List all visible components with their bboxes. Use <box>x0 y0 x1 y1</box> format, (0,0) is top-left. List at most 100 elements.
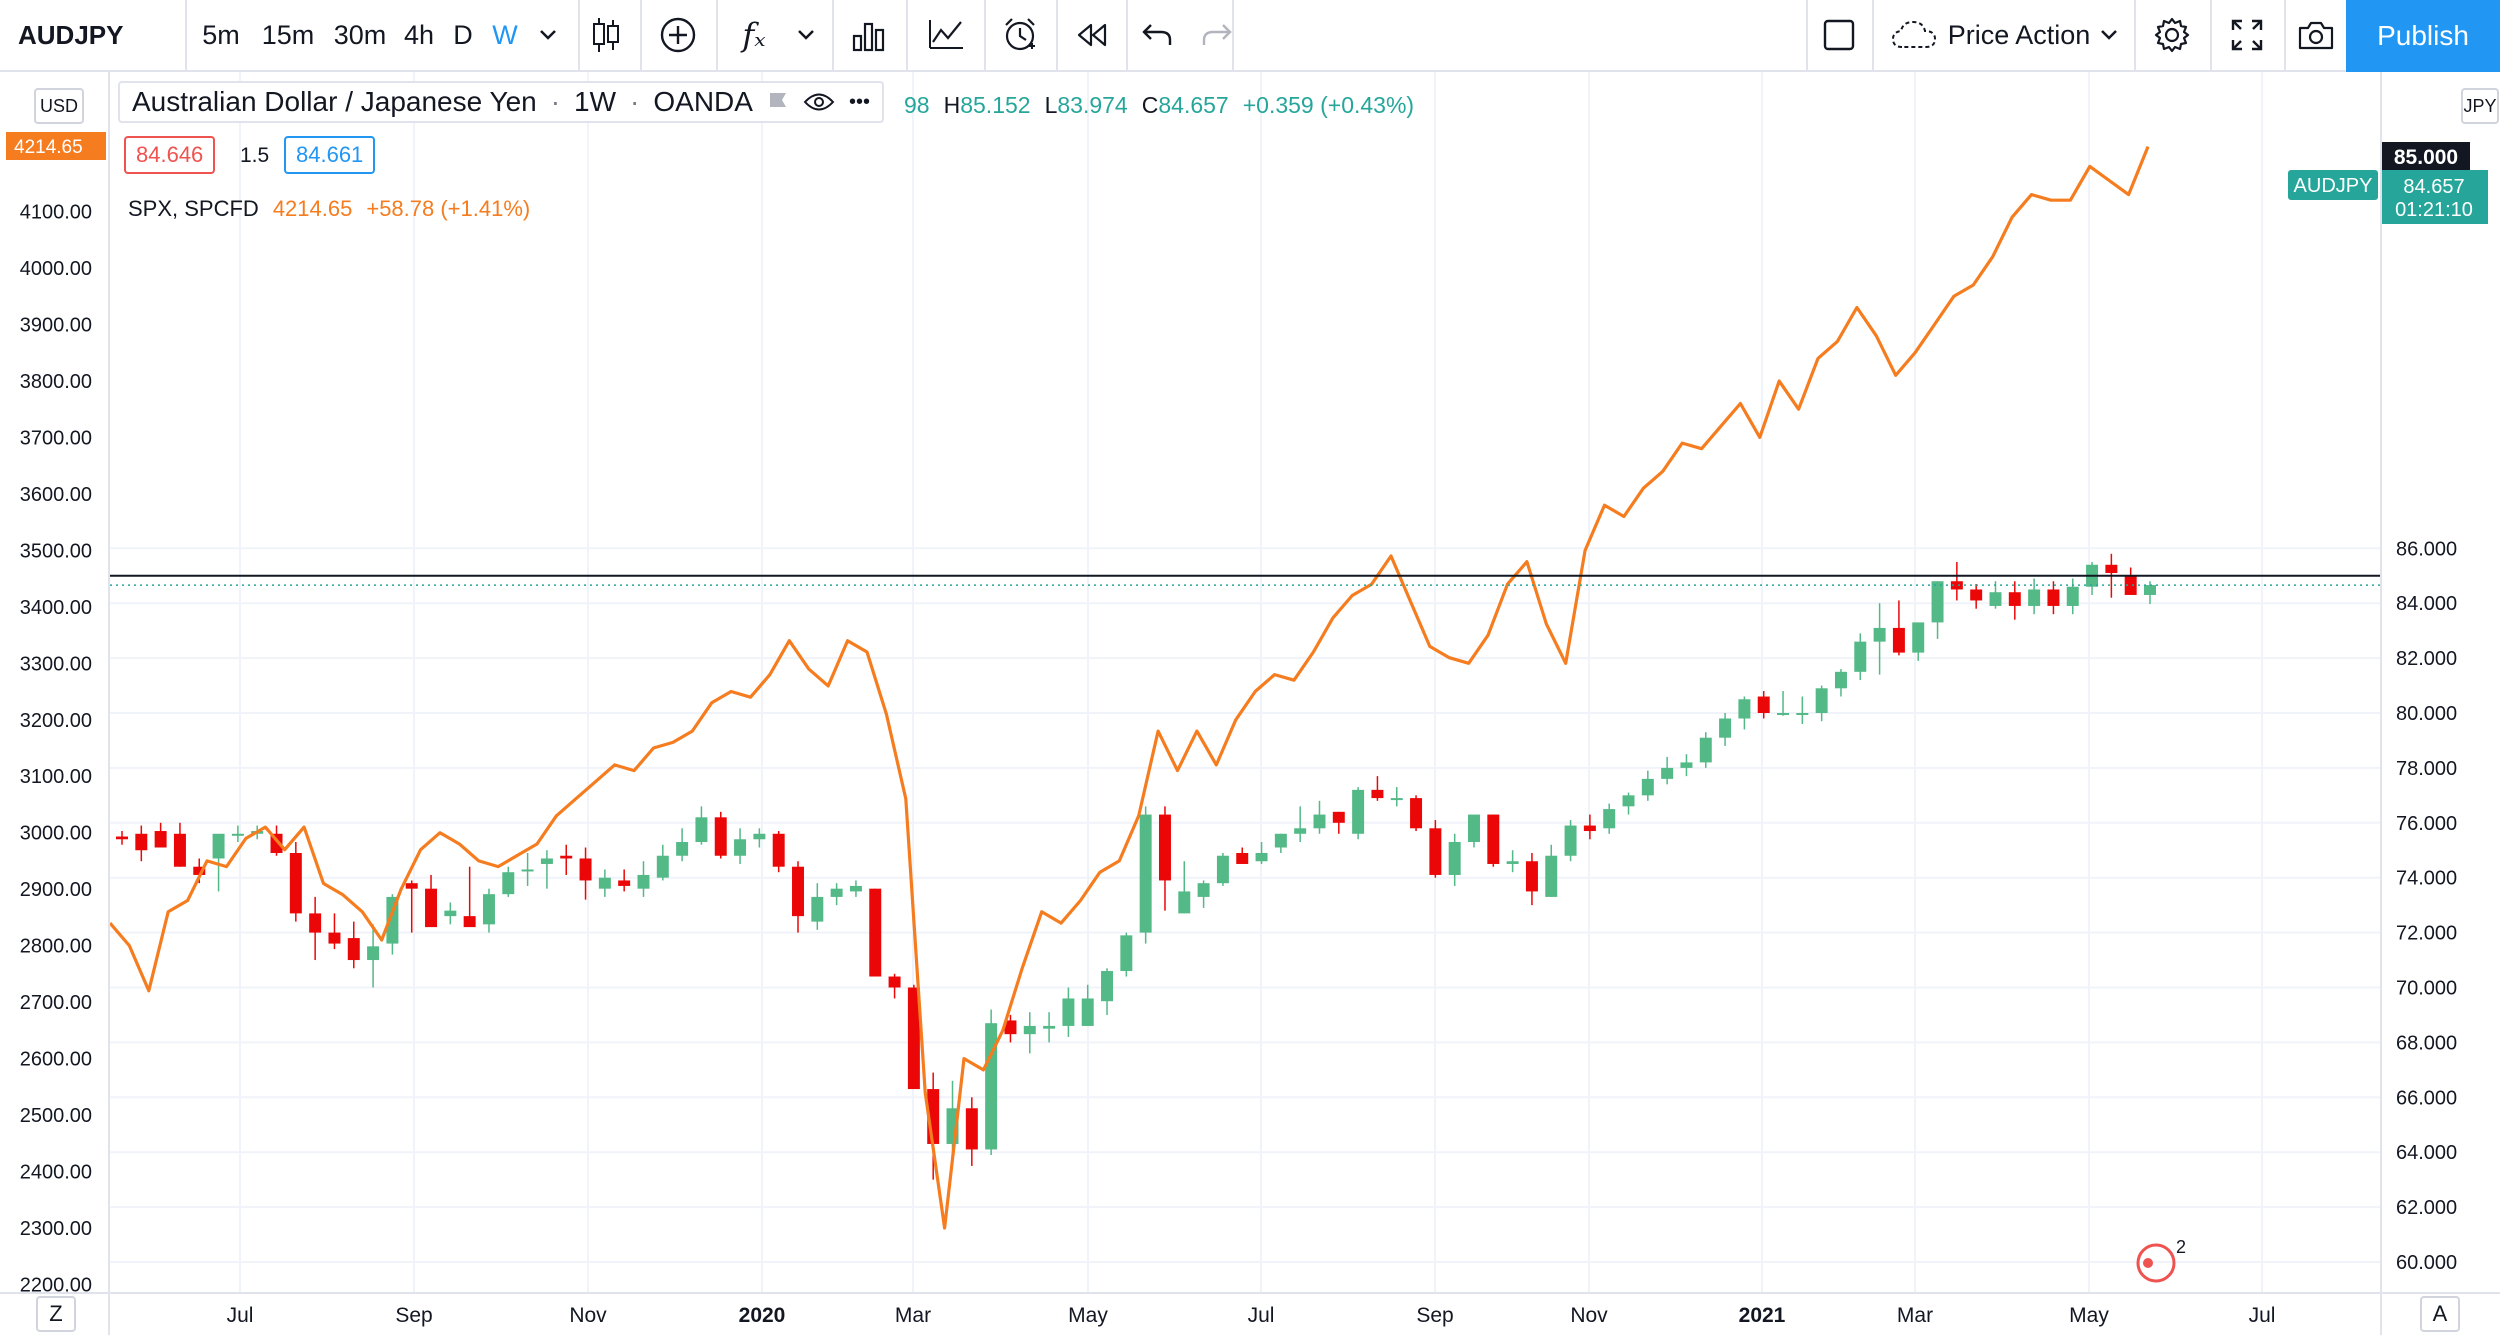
tradingview-logo-icon: 2 <box>2136 1237 2186 1283</box>
toolbar-divider <box>716 0 718 70</box>
chart-area[interactable]: 4100.00 4000.00 3900.00 3800.00 3700.00 3600.… <box>0 72 2500 1335</box>
chart-canvas[interactable]: 4100.00 4000.00 3900.00 3800.00 3700.00 3600.… <box>0 72 2500 1335</box>
candle-body <box>2144 585 2156 595</box>
interval-4h[interactable]: 4h <box>403 19 435 50</box>
interval-5m[interactable]: 5m <box>202 19 240 50</box>
candle-body <box>1332 811 1345 823</box>
toolbar-divider <box>2134 0 2136 70</box>
candle-body <box>1777 713 1790 715</box>
candle-body <box>1622 795 1635 807</box>
overlay-legend[interactable]: SPX, SPCFD 4214.65 +58.78 (+1.41%) <box>128 196 530 222</box>
overlay-name: SPX, SPCFD <box>128 196 259 221</box>
buy-price-button[interactable]: 84.661 <box>284 136 376 174</box>
right-line-price-text: 85.000 <box>2394 146 2458 169</box>
undo-icon[interactable] <box>1130 0 1184 70</box>
open-value-fragment: 98 <box>904 92 930 118</box>
layout-template-button[interactable]: Price Action <box>1882 0 2126 70</box>
left-price-tick: 2200.00 <box>20 1274 92 1296</box>
right-price-tick: 62.000 <box>2396 1197 2457 1219</box>
toolbar-divider <box>832 0 834 70</box>
left-price-tick: 3100.00 <box>20 766 92 788</box>
compare-add-symbol-icon[interactable] <box>650 0 706 70</box>
candle-body <box>1410 798 1423 829</box>
toolbar-divider <box>640 0 642 70</box>
symbol-timeframe: 1W <box>574 86 617 117</box>
candle-body <box>811 896 824 922</box>
templates-line-chart-icon[interactable] <box>914 0 978 70</box>
indicators-dropdown-chevron-icon[interactable] <box>786 0 826 70</box>
candle-body <box>695 817 708 843</box>
alert-clock-icon[interactable] <box>990 0 1050 70</box>
right-price-tick: 80.000 <box>2396 703 2457 725</box>
left-currency-badge[interactable]: USD <box>34 88 84 124</box>
time-tick-label: Mar <box>895 1304 931 1327</box>
timezone-corner-button[interactable]: Z <box>36 1296 76 1332</box>
auto-scale-corner-button[interactable]: A <box>2420 1296 2460 1332</box>
publish-button[interactable]: Publish <box>2346 0 2500 72</box>
indicators-fx-icon[interactable]: 𝑓ₓ <box>742 16 766 54</box>
candle-body <box>714 817 727 856</box>
candle-body <box>173 833 186 867</box>
legend-separator: · <box>630 86 640 117</box>
time-tick-label: Jul <box>1248 1304 1275 1327</box>
toolbar-divider <box>1232 0 1234 70</box>
spx-overlay-line <box>108 146 2150 1230</box>
left-price-tick: 2500.00 <box>20 1105 92 1127</box>
candle-body <box>1757 696 1770 713</box>
left-spx-price-badge <box>6 132 106 160</box>
candle-body <box>1970 589 1983 601</box>
right-price-tick: 66.000 <box>2396 1087 2457 1109</box>
interval-w[interactable]: W <box>492 19 518 50</box>
left-spx-price-text: 4214.65 <box>14 137 83 158</box>
interval-d[interactable]: D <box>453 19 473 50</box>
toolbar-divider <box>2284 0 2286 70</box>
snapshot-camera-icon[interactable] <box>2290 0 2342 70</box>
flag-icon[interactable] <box>767 91 789 113</box>
toolbar-divider <box>2210 0 2212 70</box>
candle-body <box>849 885 862 892</box>
candle-body <box>1834 671 1847 689</box>
time-tick-label: May <box>2069 1304 2109 1327</box>
time-tick-label: Sep <box>395 1304 432 1327</box>
chart-type-candles-icon[interactable] <box>584 0 628 70</box>
intervals-dropdown-chevron-icon[interactable] <box>528 0 568 70</box>
top-toolbar: AUDJPY 5m 15m 30m 4h D W 𝑓ₓ <box>0 0 2500 72</box>
candle-body <box>2047 589 2060 606</box>
settings-gear-icon[interactable] <box>2140 0 2204 70</box>
candle-body <box>2105 564 2118 574</box>
candle-body <box>1892 627 1905 653</box>
audjpy-candles <box>116 553 2156 1180</box>
sell-price-button[interactable]: 84.646 <box>124 136 216 174</box>
left-price-tick: 3200.00 <box>20 710 92 732</box>
right-currency-badge[interactable]: JPY <box>2461 88 2499 124</box>
interval-15m[interactable]: 15m <box>261 19 315 50</box>
candle-body <box>1815 688 1828 713</box>
financials-bar-chart-icon[interactable] <box>840 0 898 70</box>
legend-more-icon[interactable]: ••• <box>848 90 870 113</box>
symbol-search-button[interactable]: AUDJPY <box>18 19 124 50</box>
time-tick-label: Mar <box>1897 1304 1933 1327</box>
candle-body <box>289 852 302 914</box>
left-price-tick: 2400.00 <box>20 1162 92 1184</box>
candle-body <box>946 1108 959 1144</box>
left-scale-border <box>108 72 110 1335</box>
left-price-tick: 3500.00 <box>20 540 92 562</box>
redo-icon[interactable] <box>1190 0 1244 70</box>
replay-rewind-icon[interactable] <box>1062 0 1120 70</box>
visibility-eye-icon[interactable] <box>803 91 835 113</box>
right-price-tick: 64.000 <box>2396 1142 2457 1164</box>
layout-square-icon[interactable] <box>1814 0 1864 70</box>
symbol-legend[interactable]: Australian Dollar / Japanese Yen · 1W · … <box>118 81 884 123</box>
candle-body <box>1641 778 1654 796</box>
candle-body <box>1062 998 1075 1026</box>
high-value: 85.152 <box>960 92 1031 118</box>
interval-30m[interactable]: 30m <box>333 19 387 50</box>
toolbar-divider <box>1806 0 1808 70</box>
fullscreen-icon[interactable] <box>2216 0 2278 70</box>
symbol-title: Australian Dollar / Japanese Yen <box>132 86 537 117</box>
candle-body <box>444 910 457 917</box>
left-price-tick: 2600.00 <box>20 1049 92 1071</box>
close-label: C <box>1141 92 1159 118</box>
candle-body <box>1719 718 1732 738</box>
candle-body <box>1506 861 1519 864</box>
